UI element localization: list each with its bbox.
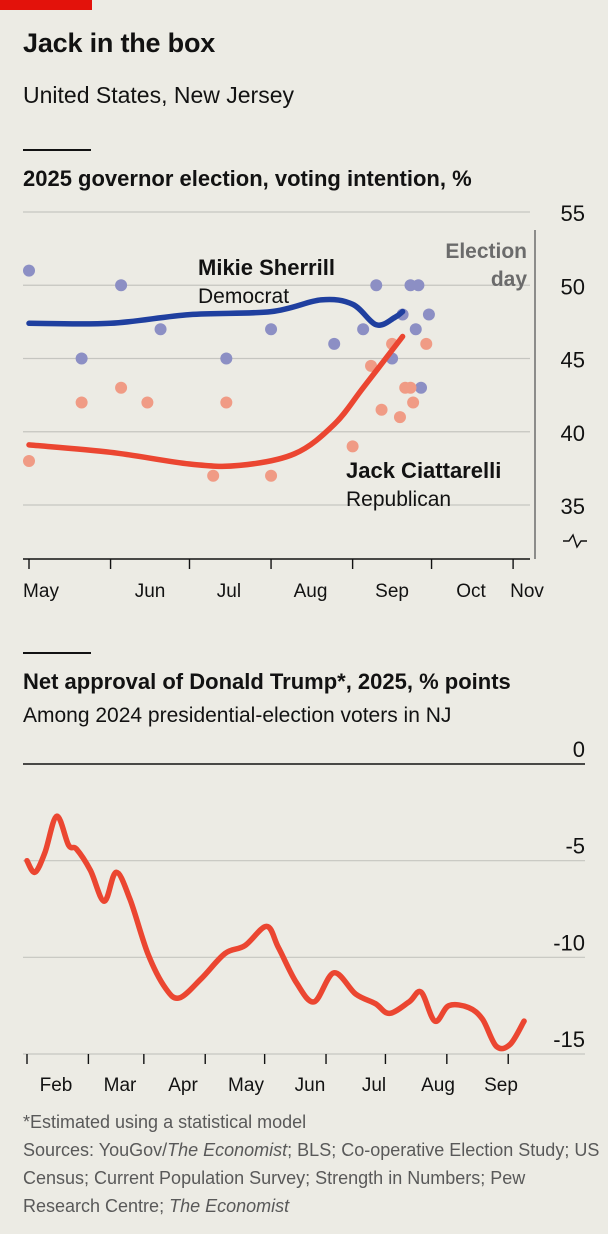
ciattarelli-poll-point-13 [404,381,417,394]
y-tick-label-45: 45 [561,348,585,373]
sherrill-poll-point-13 [412,279,425,292]
x-tick-label-aug: Aug [421,1075,455,1096]
x-tick-label-sep: Sep [484,1075,518,1096]
y-tick-label-35: 35 [561,494,585,519]
y-tick-label-zero: 0 [573,737,585,762]
page-subtitle: United States, New Jersey [23,82,295,108]
x-tick-label-apr: Apr [168,1075,198,1096]
ciattarelli-poll-point-2 [115,381,128,394]
ciattarelli-poll-point-6 [265,469,278,482]
sherrill-trend-line [26,296,406,328]
sherrill-poll-point-7 [357,323,370,336]
ciattarelli-poll-point-0 [23,455,35,468]
ciattarelli-poll-point-1 [75,396,88,409]
y-tick-label-minus-5: -5 [565,834,585,859]
x-tick-label-jul: Jul [217,581,241,602]
ciattarelli-poll-point-8 [365,359,378,372]
sherrill-poll-point-2 [115,279,128,292]
ciattarelli-poll-point-7 [346,440,359,453]
x-tick-label-oct: Oct [456,581,486,602]
footnote-note: *Estimated using a statistical model [23,1112,307,1132]
y-tick-label-55: 55 [561,201,585,226]
sherrill-party-label: Democrat [198,285,289,308]
ciattarelli-party-label: Republican [346,488,451,511]
ciattarelli-poll-point-14 [407,396,420,409]
sherrill-poll-point-6 [328,337,341,350]
sherrill-poll-point-15 [422,308,435,321]
ciattarelli-poll-point-9 [375,403,388,416]
x-tick-label-nov: Nov [510,581,544,602]
ciattarelli-name-label: Jack Ciattarelli [346,458,501,483]
sherrill-poll-point-4 [220,352,233,365]
section-rule-2 [23,652,91,654]
axis-break-mark [563,533,587,549]
election-day-label: Election [445,240,527,263]
x-tick-label-feb: Feb [40,1075,73,1096]
ciattarelli-poll-point-3 [141,396,154,409]
trump-net-approval-line [24,813,527,1052]
ciattarelli-poll-point-4 [207,469,220,482]
sherrill-poll-point-12 [409,323,422,336]
x-tick-label-jun: Jun [295,1075,326,1096]
ciattarelli-poll-point-15 [420,337,433,350]
footnote-sources: Sources: YouGov/The Economist; BLS; Co-o… [23,1140,600,1216]
x-tick-label-mar: Mar [104,1075,137,1096]
sherrill-poll-point-3 [154,323,167,336]
ciattarelli-poll-point-11 [393,411,406,424]
brand-red-bar [0,0,92,10]
x-tick-label-jun: Jun [135,581,166,602]
sherrill-poll-point-0 [23,264,35,277]
y-tick-label-minus-15: -15 [553,1027,585,1052]
x-tick-label-may: May [23,581,59,602]
sherrill-name-label: Mikie Sherrill [198,255,335,280]
chart2-subtitle: Among 2024 presidential-election voters … [23,704,452,727]
sherrill-poll-point-5 [265,323,278,336]
sherrill-poll-point-14 [415,381,428,394]
footnote: *Estimated using a statistical model Sou… [23,1108,603,1220]
voting-intention-chart: 35 40 45 50 55 May Jun Jul Aug Sep Oct Nov Election d… [23,201,587,602]
ciattarelli-trend-line [26,333,406,470]
y-tick-label-40: 40 [561,421,585,446]
election-day-label-2: day [491,268,528,291]
chart2-title: Net approval of Donald Trump*, 2025, % p… [23,669,511,694]
page-title: Jack in the box [23,28,216,58]
chart1-title: 2025 governor election, voting intention… [23,166,472,191]
trump-approval-chart: 0 -5 -10 -15 Feb Mar Apr May Jun Jul Aug Sep [23,737,585,1096]
x-tick-label-aug: Aug [294,581,328,602]
section-rule-1 [23,149,91,151]
ciattarelli-poll-point-5 [220,396,233,409]
x-tick-label-jul: Jul [362,1075,386,1096]
y-tick-label-50: 50 [561,274,585,299]
y-tick-label-minus-10: -10 [553,930,585,955]
x-tick-label-may: May [228,1075,264,1096]
sherrill-poll-point-1 [75,352,88,365]
sherrill-poll-point-8 [370,279,383,292]
x-tick-label-sep: Sep [375,581,409,602]
